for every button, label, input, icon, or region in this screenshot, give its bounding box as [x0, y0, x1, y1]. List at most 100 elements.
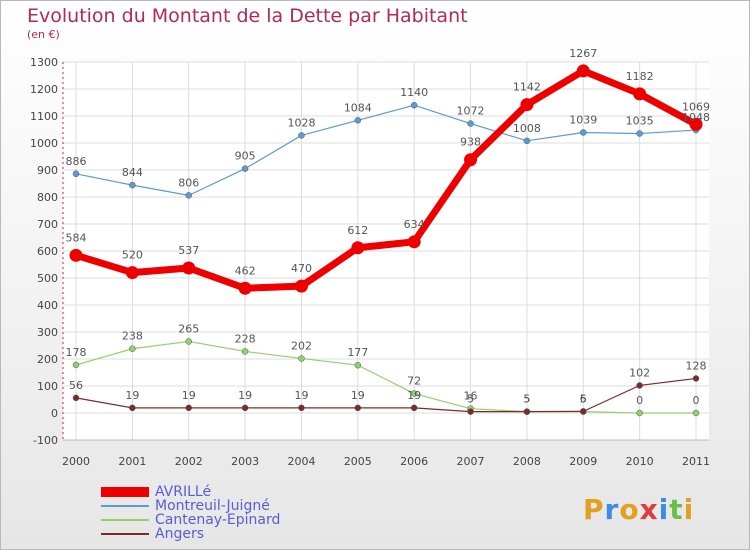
- data-point: [633, 87, 647, 101]
- chart-title: Evolution du Montant de la Dette par Hab…: [27, 5, 468, 27]
- y-tick-label: 100: [37, 380, 58, 393]
- data-label: 102: [629, 366, 650, 379]
- data-label: 0: [693, 394, 700, 407]
- data-label: 202: [291, 339, 312, 352]
- x-tick-label: 2005: [344, 455, 372, 468]
- data-point: [72, 361, 80, 369]
- data-point: [464, 153, 478, 167]
- data-point: [636, 409, 643, 417]
- series-line-2: [75, 340, 696, 414]
- data-label: 19: [182, 389, 196, 402]
- x-tick-label: 2010: [626, 455, 654, 468]
- data-label: 228: [235, 332, 256, 345]
- data-label: 5: [523, 393, 530, 406]
- data-label: 938: [460, 136, 481, 149]
- x-tick-label: 2007: [457, 455, 485, 468]
- y-tick-label: 800: [37, 191, 58, 204]
- data-point: [129, 345, 136, 352]
- data-point: [689, 117, 703, 131]
- logo-letter: i: [658, 493, 670, 526]
- x-tick-label: 2011: [682, 455, 710, 468]
- data-point: [185, 404, 192, 412]
- y-tick-label: 600: [37, 245, 58, 258]
- data-label: 1008: [513, 122, 541, 135]
- legend-swatch-avrille: [101, 487, 149, 497]
- x-tick-label: 2000: [62, 455, 90, 468]
- data-point: [185, 192, 192, 199]
- data-label: 1182: [626, 70, 654, 83]
- data-point: [72, 170, 80, 178]
- data-point: [636, 382, 643, 389]
- x-tick-label: 2002: [175, 455, 203, 468]
- data-label: 0: [636, 394, 643, 407]
- chart-subtitle: (en €): [27, 28, 60, 41]
- proxiti-logo: Proxiti: [583, 493, 694, 526]
- data-point: [580, 129, 587, 136]
- data-label: 537: [178, 244, 199, 257]
- data-label: 1039: [569, 113, 597, 126]
- data-label: 19: [407, 389, 421, 402]
- data-label: 462: [235, 264, 256, 277]
- data-label: 634: [404, 218, 425, 231]
- legend-swatch-montreuil-juigne: [101, 505, 149, 507]
- x-tick-label: 2006: [400, 455, 428, 468]
- data-label: 1028: [287, 116, 315, 129]
- legend-label-montreuil-juigne: Montreuil-Juigné: [155, 498, 270, 514]
- y-tick-label: 1200: [30, 83, 58, 96]
- logo-letter: t: [669, 493, 684, 526]
- legend-label-cantenay-epinard: Cantenay-Epinard: [155, 512, 281, 528]
- logo-letter: x: [639, 493, 659, 526]
- data-point: [523, 408, 531, 415]
- data-label: 1035: [626, 115, 654, 128]
- data-label: 1142: [513, 81, 541, 94]
- data-label: 128: [686, 359, 707, 372]
- data-label: 19: [351, 389, 365, 402]
- data-label: 905: [235, 150, 256, 163]
- data-point: [351, 241, 365, 255]
- data-point: [129, 404, 136, 412]
- data-point: [185, 338, 192, 345]
- data-label: 56: [69, 379, 83, 392]
- legend-item-avrille: AVRILLé: [101, 485, 280, 499]
- data-point: [520, 98, 534, 112]
- data-point: [354, 404, 362, 412]
- data-label: 1069: [682, 100, 710, 113]
- data-label: 5: [523, 393, 530, 406]
- data-point: [241, 165, 249, 172]
- data-label: 265: [178, 322, 199, 335]
- data-point: [69, 248, 83, 262]
- data-point: [354, 117, 362, 124]
- legend-item-montreuil-juigne: Montreuil-Juigné: [101, 499, 280, 513]
- legend-item-angers: Angers: [101, 527, 280, 541]
- data-label: 844: [122, 166, 143, 179]
- data-label: 1267: [569, 47, 597, 60]
- data-point: [580, 408, 587, 415]
- data-point: [354, 361, 362, 369]
- data-point: [241, 348, 249, 355]
- data-point: [467, 120, 474, 127]
- data-label: 1072: [457, 105, 485, 118]
- data-point: [410, 390, 418, 397]
- data-point: [294, 279, 308, 293]
- x-tick-label: 2009: [569, 455, 597, 468]
- data-point: [523, 137, 531, 145]
- data-label: 520: [122, 249, 143, 262]
- data-label: 1048: [682, 111, 710, 124]
- y-tick-label: 400: [37, 299, 58, 312]
- data-label: 177: [347, 346, 368, 359]
- data-label: 1140: [400, 86, 428, 99]
- data-label: 238: [122, 330, 143, 343]
- data-point: [298, 132, 305, 139]
- chart-legend: AVRILLé Montreuil-Juigné Cantenay-Epinar…: [101, 485, 280, 541]
- y-tick-label: 700: [37, 218, 58, 231]
- data-point: [298, 404, 305, 412]
- data-label: 886: [66, 155, 87, 168]
- data-label: 19: [238, 389, 252, 402]
- x-tick-label: 2004: [287, 455, 315, 468]
- data-point: [72, 394, 80, 402]
- y-tick-label: 1300: [30, 56, 58, 69]
- data-label: 6: [580, 392, 587, 405]
- data-point: [692, 375, 700, 382]
